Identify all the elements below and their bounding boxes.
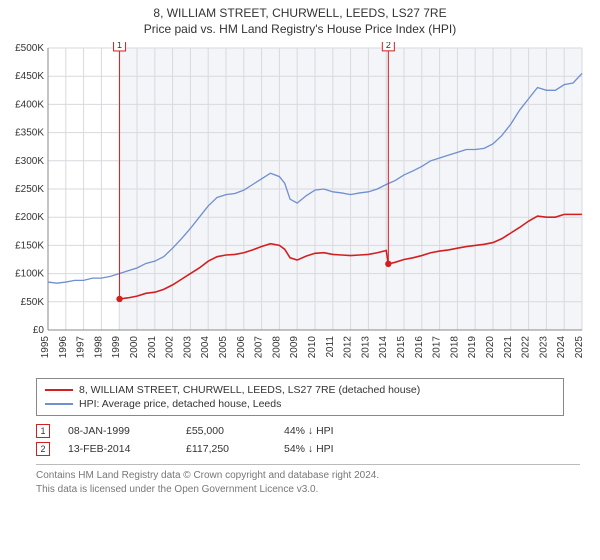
transaction-price: £55,000 [186,425,266,437]
svg-text:1998: 1998 [93,336,104,359]
price-vs-hpi-panel: 8, WILLIAM STREET, CHURWELL, LEEDS, LS27… [0,0,600,560]
svg-text:2012: 2012 [343,336,354,359]
page-subtitle: Price paid vs. HM Land Registry's House … [0,20,600,36]
svg-text:£50K: £50K [21,297,45,308]
transaction-list: 1 08-JAN-1999 £55,000 44% ↓ HPI 2 13-FEB… [36,422,580,458]
svg-text:£0: £0 [33,325,45,336]
legend-label: HPI: Average price, detached house, Leed… [79,398,281,410]
svg-text:£100K: £100K [15,269,44,280]
svg-text:2006: 2006 [236,336,247,359]
legend-item: 8, WILLIAM STREET, CHURWELL, LEEDS, LS27… [45,383,555,397]
transaction-price: £117,250 [186,443,266,455]
svg-text:2015: 2015 [396,336,407,359]
legend-label: 8, WILLIAM STREET, CHURWELL, LEEDS, LS27… [79,384,420,396]
svg-text:2019: 2019 [467,336,478,359]
svg-text:1997: 1997 [76,336,87,359]
transaction-row: 1 08-JAN-1999 £55,000 44% ↓ HPI [36,422,580,440]
svg-text:2002: 2002 [165,336,176,359]
svg-text:£400K: £400K [15,99,44,110]
svg-text:2011: 2011 [325,336,336,358]
svg-text:2: 2 [386,42,391,50]
marker-badge: 1 [36,424,50,438]
svg-text:2025: 2025 [574,336,585,359]
svg-text:1: 1 [117,42,122,50]
svg-text:£300K: £300K [15,156,44,167]
svg-text:2000: 2000 [129,336,140,359]
transaction-date: 13-FEB-2014 [68,443,168,455]
svg-text:2021: 2021 [503,336,514,359]
transaction-row: 2 13-FEB-2014 £117,250 54% ↓ HPI [36,440,580,458]
svg-text:£200K: £200K [15,212,44,223]
svg-text:2024: 2024 [556,336,567,359]
svg-text:2022: 2022 [521,336,532,359]
svg-text:1996: 1996 [58,336,69,359]
svg-text:2023: 2023 [538,336,549,359]
svg-text:£150K: £150K [15,240,44,251]
svg-text:2001: 2001 [147,336,158,359]
transaction-pct: 54% ↓ HPI [284,443,334,455]
svg-text:2009: 2009 [289,336,300,359]
svg-text:£450K: £450K [15,71,44,82]
legend-item: HPI: Average price, detached house, Leed… [45,397,555,411]
svg-text:2007: 2007 [254,336,265,359]
svg-text:2008: 2008 [271,336,282,359]
svg-text:1995: 1995 [40,336,51,359]
svg-text:2018: 2018 [449,336,460,359]
legend-swatch [45,403,73,405]
chart: £0 £50K £100K £150K £200K £250K £300K £350K £400… [8,42,592,372]
svg-text:1999: 1999 [111,336,122,359]
footer: Contains HM Land Registry data © Crown c… [36,464,580,496]
legend-swatch [45,389,73,391]
svg-text:£350K: £350K [15,128,44,139]
svg-text:2010: 2010 [307,336,318,359]
svg-text:2004: 2004 [200,336,211,359]
page-title: 8, WILLIAM STREET, CHURWELL, LEEDS, LS27… [0,0,600,20]
svg-text:£500K: £500K [15,43,44,54]
svg-text:2014: 2014 [378,336,389,359]
svg-text:£250K: £250K [15,184,44,195]
marker-badge: 2 [36,442,50,456]
footer-licence: This data is licensed under the Open Gov… [36,483,580,497]
svg-text:2003: 2003 [182,336,193,359]
footer-copyright: Contains HM Land Registry data © Crown c… [36,469,580,483]
transaction-date: 08-JAN-1999 [68,425,168,437]
line-chart-svg: £0 £50K £100K £150K £200K £250K £300K £350K £400… [8,42,592,372]
svg-text:2016: 2016 [414,336,425,359]
svg-text:2013: 2013 [360,336,371,359]
transaction-pct: 44% ↓ HPI [284,425,334,437]
svg-text:2020: 2020 [485,336,496,359]
legend: 8, WILLIAM STREET, CHURWELL, LEEDS, LS27… [36,378,564,416]
svg-text:2017: 2017 [432,336,443,359]
svg-text:2005: 2005 [218,336,229,359]
